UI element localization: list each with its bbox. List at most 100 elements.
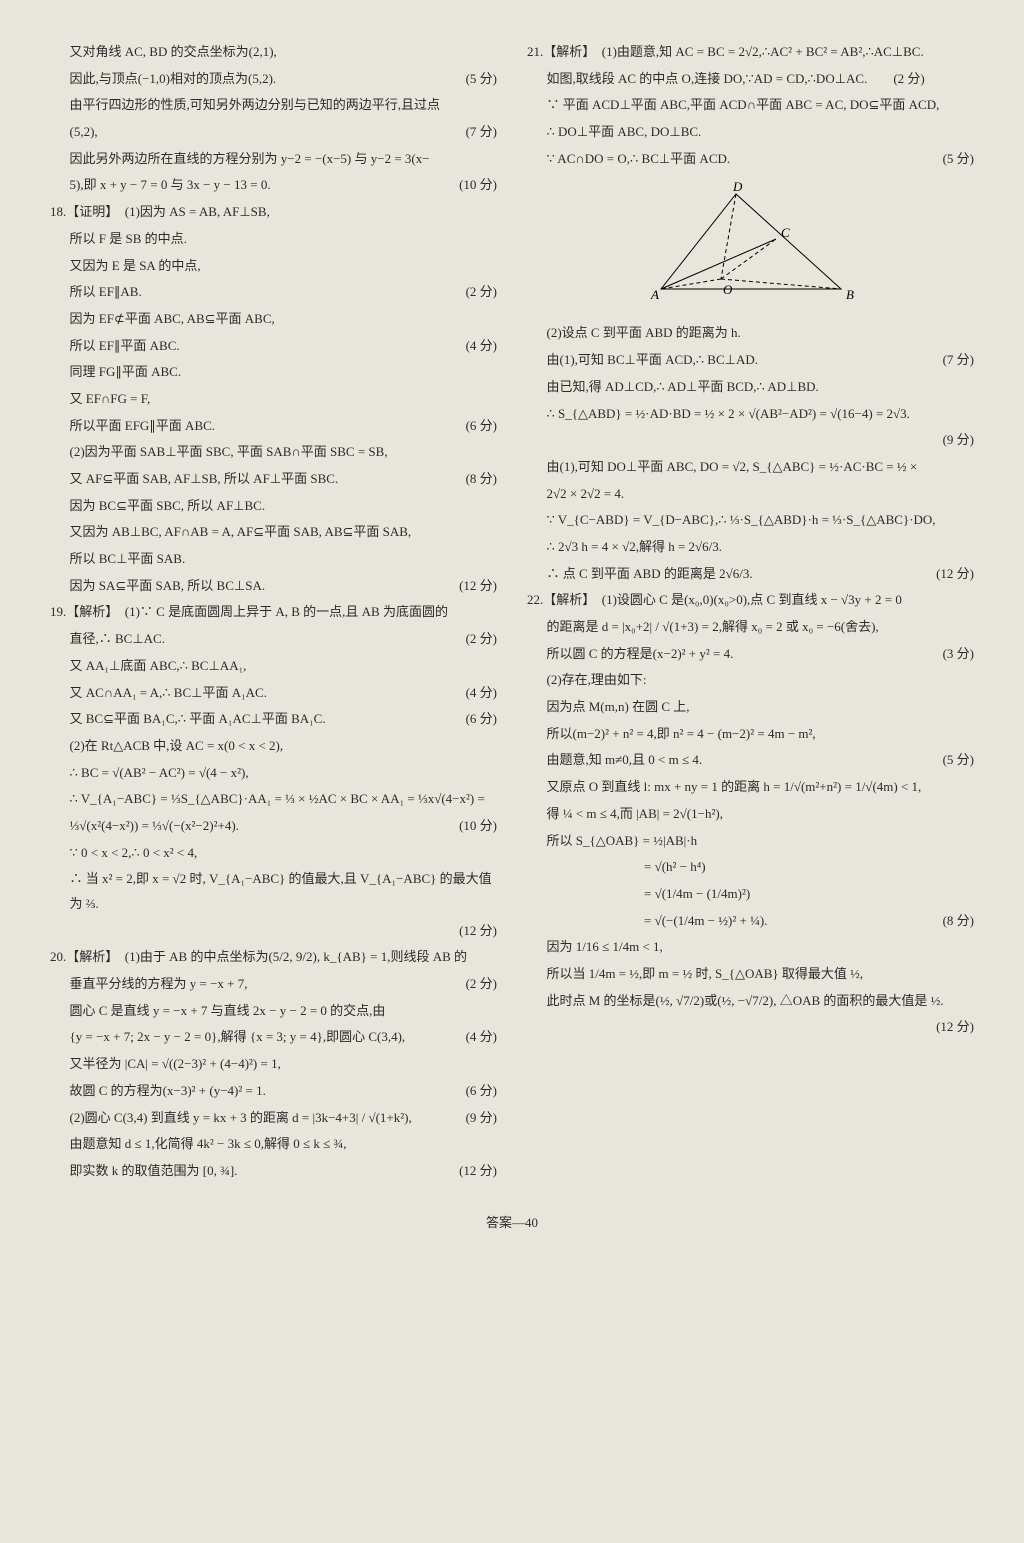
text: 如图,取线段 AC 的中点 O,连接 DO,∵AD = CD,∴DO⊥AC. (… xyxy=(547,67,975,92)
score: (2 分) xyxy=(456,972,497,997)
svg-text:A: A xyxy=(650,287,659,302)
score: (12 分) xyxy=(926,1015,974,1040)
text: 所以平面 EFG∥平面 ABC. xyxy=(70,414,456,439)
right-column: 21.【解析】 (1)由题意,知 AC = BC = 2√2,∴AC² + BC… xyxy=(527,40,974,1186)
left-column: 又对角线 AC, BD 的交点坐标为(2,1), 因此,与顶点(−1,0)相对的… xyxy=(50,40,497,1186)
text: 又因为 E 是 SA 的中点, xyxy=(70,254,498,279)
text: 因此另外两边所在直线的方程分别为 y−2 = −(x−5) 与 y−2 = 3(… xyxy=(70,147,498,172)
score: (8 分) xyxy=(456,467,497,492)
svg-text:D: D xyxy=(732,179,743,194)
score: (5 分) xyxy=(933,147,974,172)
text: 因为 EF⊄平面 ABC, AB⊆平面 ABC, xyxy=(70,307,498,332)
text: 垂直平分线的方程为 y = −x + 7, xyxy=(70,972,456,997)
text: ∴ DO⊥平面 ABC, DO⊥BC. xyxy=(547,120,975,145)
score: (12 分) xyxy=(449,574,497,599)
text: 所以 EF∥平面 ABC. xyxy=(70,334,456,359)
text: 2√2 × 2√2 = 4. xyxy=(547,482,975,507)
text: 所以 S_{△OAB} = ½|AB|·h xyxy=(547,829,975,854)
text: 此时点 M 的坐标是(½, √7/2)或(½, −√7/2), △OAB 的面积… xyxy=(547,989,975,1014)
text: 的距离是 d = |x₀+2| / √(1+3) = 2,解得 x₀ = 2 或… xyxy=(547,615,975,640)
text: 所以 BC⊥平面 SAB. xyxy=(70,547,498,572)
score: (12 分) xyxy=(449,919,497,944)
score: (6 分) xyxy=(456,1079,497,1104)
text: ∴ V_{A₁−ABC} = ⅓S_{△ABC}·AA₁ = ⅓ × ½AC ×… xyxy=(70,787,498,812)
text: 因为 SA⊆平面 SAB, 所以 BC⊥SA. xyxy=(70,574,450,599)
text: ∴ BC = √(AB² − AC²) = √(4 − x²), xyxy=(70,761,498,786)
text: (2)圆心 C(3,4) 到直线 y = kx + 3 的距离 d = |3k−… xyxy=(70,1106,456,1131)
text: 由(1),可知 DO⊥平面 ABC, DO = √2, S_{△ABC} = ½… xyxy=(547,455,975,480)
text: = √(−(1/4m − ½)² + ¼). xyxy=(644,909,933,934)
text: (2)设点 C 到平面 ABD 的距离为 h. xyxy=(547,321,975,346)
svg-text:C: C xyxy=(781,225,790,240)
text: 5),即 x + y − 7 = 0 与 3x − y − 13 = 0. xyxy=(70,173,450,198)
text: 故圆 C 的方程为(x−3)² + (y−4)² = 1. xyxy=(70,1079,456,1104)
score: (4 分) xyxy=(456,681,497,706)
text: 又半径为 |CA| = √((2−3)² + (4−4)²) = 1, xyxy=(70,1052,498,1077)
q22-head: 22.【解析】 (1)设圆心 C 是(x₀,0)(x₀>0),点 C 到直线 x… xyxy=(527,588,974,613)
text: ∵ 0 < x < 2,∴ 0 < x² < 4, xyxy=(70,841,498,866)
text: (2)在 Rt△ACB 中,设 AC = x(0 < x < 2), xyxy=(70,734,498,759)
text: (2)存在,理由如下: xyxy=(547,668,975,693)
text: 又 AC∩AA₁ = A,∴ BC⊥平面 A₁AC. xyxy=(70,681,456,706)
text: 所以 EF∥AB. xyxy=(70,280,456,305)
text: = √(1/4m − (1/4m)²) xyxy=(644,882,974,907)
text: 因为点 M(m,n) 在圆 C 上, xyxy=(547,695,975,720)
text: 因此,与顶点(−1,0)相对的顶点为(5,2). xyxy=(70,67,456,92)
text: 所以当 1/4m = ½,即 m = ½ 时, S_{△OAB} 取得最大值 ½… xyxy=(547,962,975,987)
text: ∴ 点 C 到平面 ABD 的距离是 2√6/3. xyxy=(547,562,927,587)
score: (4 分) xyxy=(456,1025,497,1050)
q20-head: 20.【解析】 (1)由于 AB 的中点坐标为(5/2, 9/2), k_{AB… xyxy=(50,945,497,970)
text: ∵ AC∩DO = O,∴ BC⊥平面 ACD. xyxy=(547,147,933,172)
score: (3 分) xyxy=(933,642,974,667)
page-footer: 答案—40 xyxy=(50,1211,974,1236)
text: 由已知,得 AD⊥CD,∴ AD⊥平面 BCD,∴ AD⊥BD. xyxy=(547,375,975,400)
text: 由平行四边形的性质,可知另外两边分别与已知的两边平行,且过点 xyxy=(70,93,498,118)
text: 由(1),可知 BC⊥平面 ACD,∴ BC⊥AD. xyxy=(547,348,933,373)
text: 直径,∴ BC⊥AC. xyxy=(70,627,456,652)
text: 又 AF⊆平面 SAB, AF⊥SB, 所以 AF⊥平面 SBC. xyxy=(70,467,456,492)
text: 又因为 AB⊥BC, AF∩AB = A, AF⊆平面 SAB, AB⊆平面 S… xyxy=(70,520,498,545)
text: 由题意,知 m≠0,且 0 < m ≤ 4. xyxy=(547,748,933,773)
score: (7 分) xyxy=(456,120,497,145)
svg-text:B: B xyxy=(846,287,854,302)
score: (5 分) xyxy=(456,67,497,92)
text: 圆心 C 是直线 y = −x + 7 与直线 2x − y − 2 = 0 的… xyxy=(70,999,498,1024)
score: (7 分) xyxy=(933,348,974,373)
text: 又 AA₁⊥底面 ABC,∴ BC⊥AA₁, xyxy=(70,654,498,679)
q18-head: 18.【证明】 (1)因为 AS = AB, AF⊥SB, xyxy=(50,200,497,225)
text: (2)因为平面 SAB⊥平面 SBC, 平面 SAB∩平面 SBC = SB, xyxy=(70,440,498,465)
score: (12 分) xyxy=(449,1159,497,1184)
text: 得 ¼ < m ≤ 4,而 |AB| = 2√(1−h²), xyxy=(547,802,975,827)
text: ∴ 当 x² = 2,即 x = √2 时, V_{A₁−ABC} 的值最大,且… xyxy=(70,867,498,916)
text: ∵ 平面 ACD⊥平面 ABC,平面 ACD∩平面 ABC = AC, DO⊆平… xyxy=(547,93,975,118)
triangle-figure: A B C D O xyxy=(641,179,861,309)
text: 又对角线 AC, BD 的交点坐标为(2,1), xyxy=(70,40,498,65)
text: 所以(m−2)² + n² = 4,即 n² = 4 − (m−2)² = 4m… xyxy=(547,722,975,747)
text: 又 BC⊆平面 BA₁C,∴ 平面 A₁AC⊥平面 BA₁C. xyxy=(70,707,456,732)
score: (6 分) xyxy=(456,707,497,732)
q21-head: 21.【解析】 (1)由题意,知 AC = BC = 2√2,∴AC² + BC… xyxy=(527,40,974,65)
text: ∴ S_{△ABD} = ½·AD·BD = ½ × 2 × √(AB²−AD²… xyxy=(547,402,975,427)
svg-text:O: O xyxy=(723,282,733,297)
score: (2 分) xyxy=(456,280,497,305)
text: 因为 BC⊆平面 SBC, 所以 AF⊥BC. xyxy=(70,494,498,519)
text: 同理 FG∥平面 ABC. xyxy=(70,360,498,385)
text: 又原点 O 到直线 l: mx + ny = 1 的距离 h = 1/√(m²+… xyxy=(547,775,975,800)
text: 所以圆 C 的方程是(x−2)² + y² = 4. xyxy=(547,642,933,667)
q19-head: 19.【解析】 (1)∵ C 是底面圆周上异于 A, B 的一点,且 AB 为底… xyxy=(50,600,497,625)
score: (12 分) xyxy=(926,562,974,587)
score: (10 分) xyxy=(449,814,497,839)
text: 又 EF∩FG = F, xyxy=(70,387,498,412)
score: (5 分) xyxy=(933,748,974,773)
text: 所以 F 是 SB 的中点. xyxy=(70,227,498,252)
text: ∴ 2√3 h = 4 × √2,解得 h = 2√6/3. xyxy=(547,535,975,560)
text: ∵ V_{C−ABD} = V_{D−ABC},∴ ⅓·S_{△ABD}·h =… xyxy=(547,508,975,533)
text: ⅓√(x²(4−x²)) = ⅓√(−(x²−2)²+4). xyxy=(70,814,450,839)
score: (8 分) xyxy=(933,909,974,934)
score: (2 分) xyxy=(456,627,497,652)
text: 即实数 k 的取值范围为 [0, ¾]. xyxy=(70,1159,450,1184)
score: (9 分) xyxy=(933,428,974,453)
score: (6 分) xyxy=(456,414,497,439)
score: (10 分) xyxy=(449,173,497,198)
score: (4 分) xyxy=(456,334,497,359)
